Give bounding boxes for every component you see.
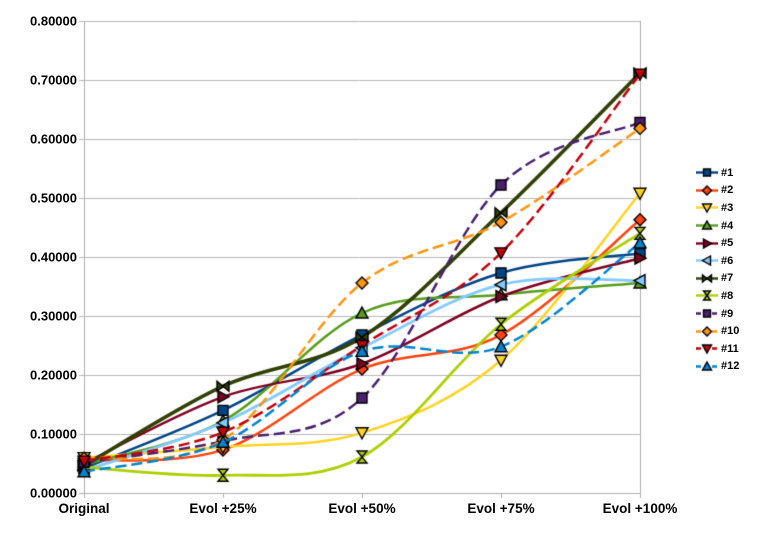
y-axis-tick-label: 0.80000: [30, 13, 77, 29]
y-axis-tick-label: 0.70000: [30, 72, 77, 88]
triangle-down-marker-icon: [696, 342, 718, 356]
legend-label: #4: [721, 219, 734, 232]
legend-item-10: #10: [696, 322, 739, 340]
bowtie-vertical-marker-icon: [696, 289, 718, 303]
y-axis-tick-label: 0.00000: [30, 485, 77, 501]
diamond-marker-icon: [696, 183, 718, 197]
y-axis-tick-label: 0.40000: [30, 249, 77, 265]
legend-item-6: #6: [696, 252, 739, 270]
x-axis-category-label: Evol +75%: [467, 501, 535, 516]
legend-label: #12: [721, 360, 740, 373]
legend-label: #10: [721, 325, 740, 338]
legend: #1 #2 #3 #4 #5 #6 #7 #8 #9 #10 #11 #12: [696, 164, 739, 375]
legend-label: #6: [721, 254, 734, 267]
legend-item-3: #3: [696, 199, 739, 217]
legend-label: #9: [721, 307, 734, 320]
triangle-up-marker-icon: [696, 359, 718, 373]
triangle-left-marker-icon: [696, 254, 718, 268]
legend-label: #11: [721, 342, 739, 355]
legend-label: #7: [721, 272, 734, 285]
legend-item-11: #11: [696, 340, 739, 358]
legend-item-7: #7: [696, 270, 739, 288]
triangle-down-marker-icon: [696, 201, 718, 215]
legend-label: #8: [721, 289, 734, 302]
y-axis-tick-label: 0.20000: [30, 367, 77, 383]
x-axis-category-label: Original: [58, 501, 110, 516]
y-axis-tick-label: 0.30000: [30, 308, 77, 324]
triangle-up-marker-icon: [696, 219, 718, 233]
square-marker-icon: [696, 307, 718, 321]
legend-label: #2: [721, 184, 734, 197]
legend-label: #5: [721, 237, 734, 250]
legend-item-5: #5: [696, 234, 739, 252]
y-axis-tick-label: 0.10000: [30, 426, 77, 442]
bowtie-horizontal-marker-icon: [696, 271, 718, 285]
diamond-marker-icon: [696, 324, 718, 338]
x-axis-category-label: Evol +25%: [189, 501, 257, 516]
legend-item-12: #12: [696, 358, 739, 376]
legend-item-2: #2: [696, 182, 739, 200]
legend-item-9: #9: [696, 305, 739, 323]
x-axis-category-label: Evol +100%: [602, 501, 678, 516]
y-axis-tick-label: 0.50000: [30, 190, 77, 206]
triangle-right-marker-icon: [696, 236, 718, 250]
legend-label: #3: [721, 201, 734, 214]
square-marker-icon: [696, 166, 718, 180]
y-axis-tick-label: 0.60000: [30, 131, 77, 147]
legend-item-4: #4: [696, 217, 739, 235]
x-axis-category-label: Evol +50%: [328, 501, 396, 516]
legend-label: #1: [721, 166, 734, 179]
legend-item-8: #8: [696, 287, 739, 305]
legend-item-1: #1: [696, 164, 739, 182]
